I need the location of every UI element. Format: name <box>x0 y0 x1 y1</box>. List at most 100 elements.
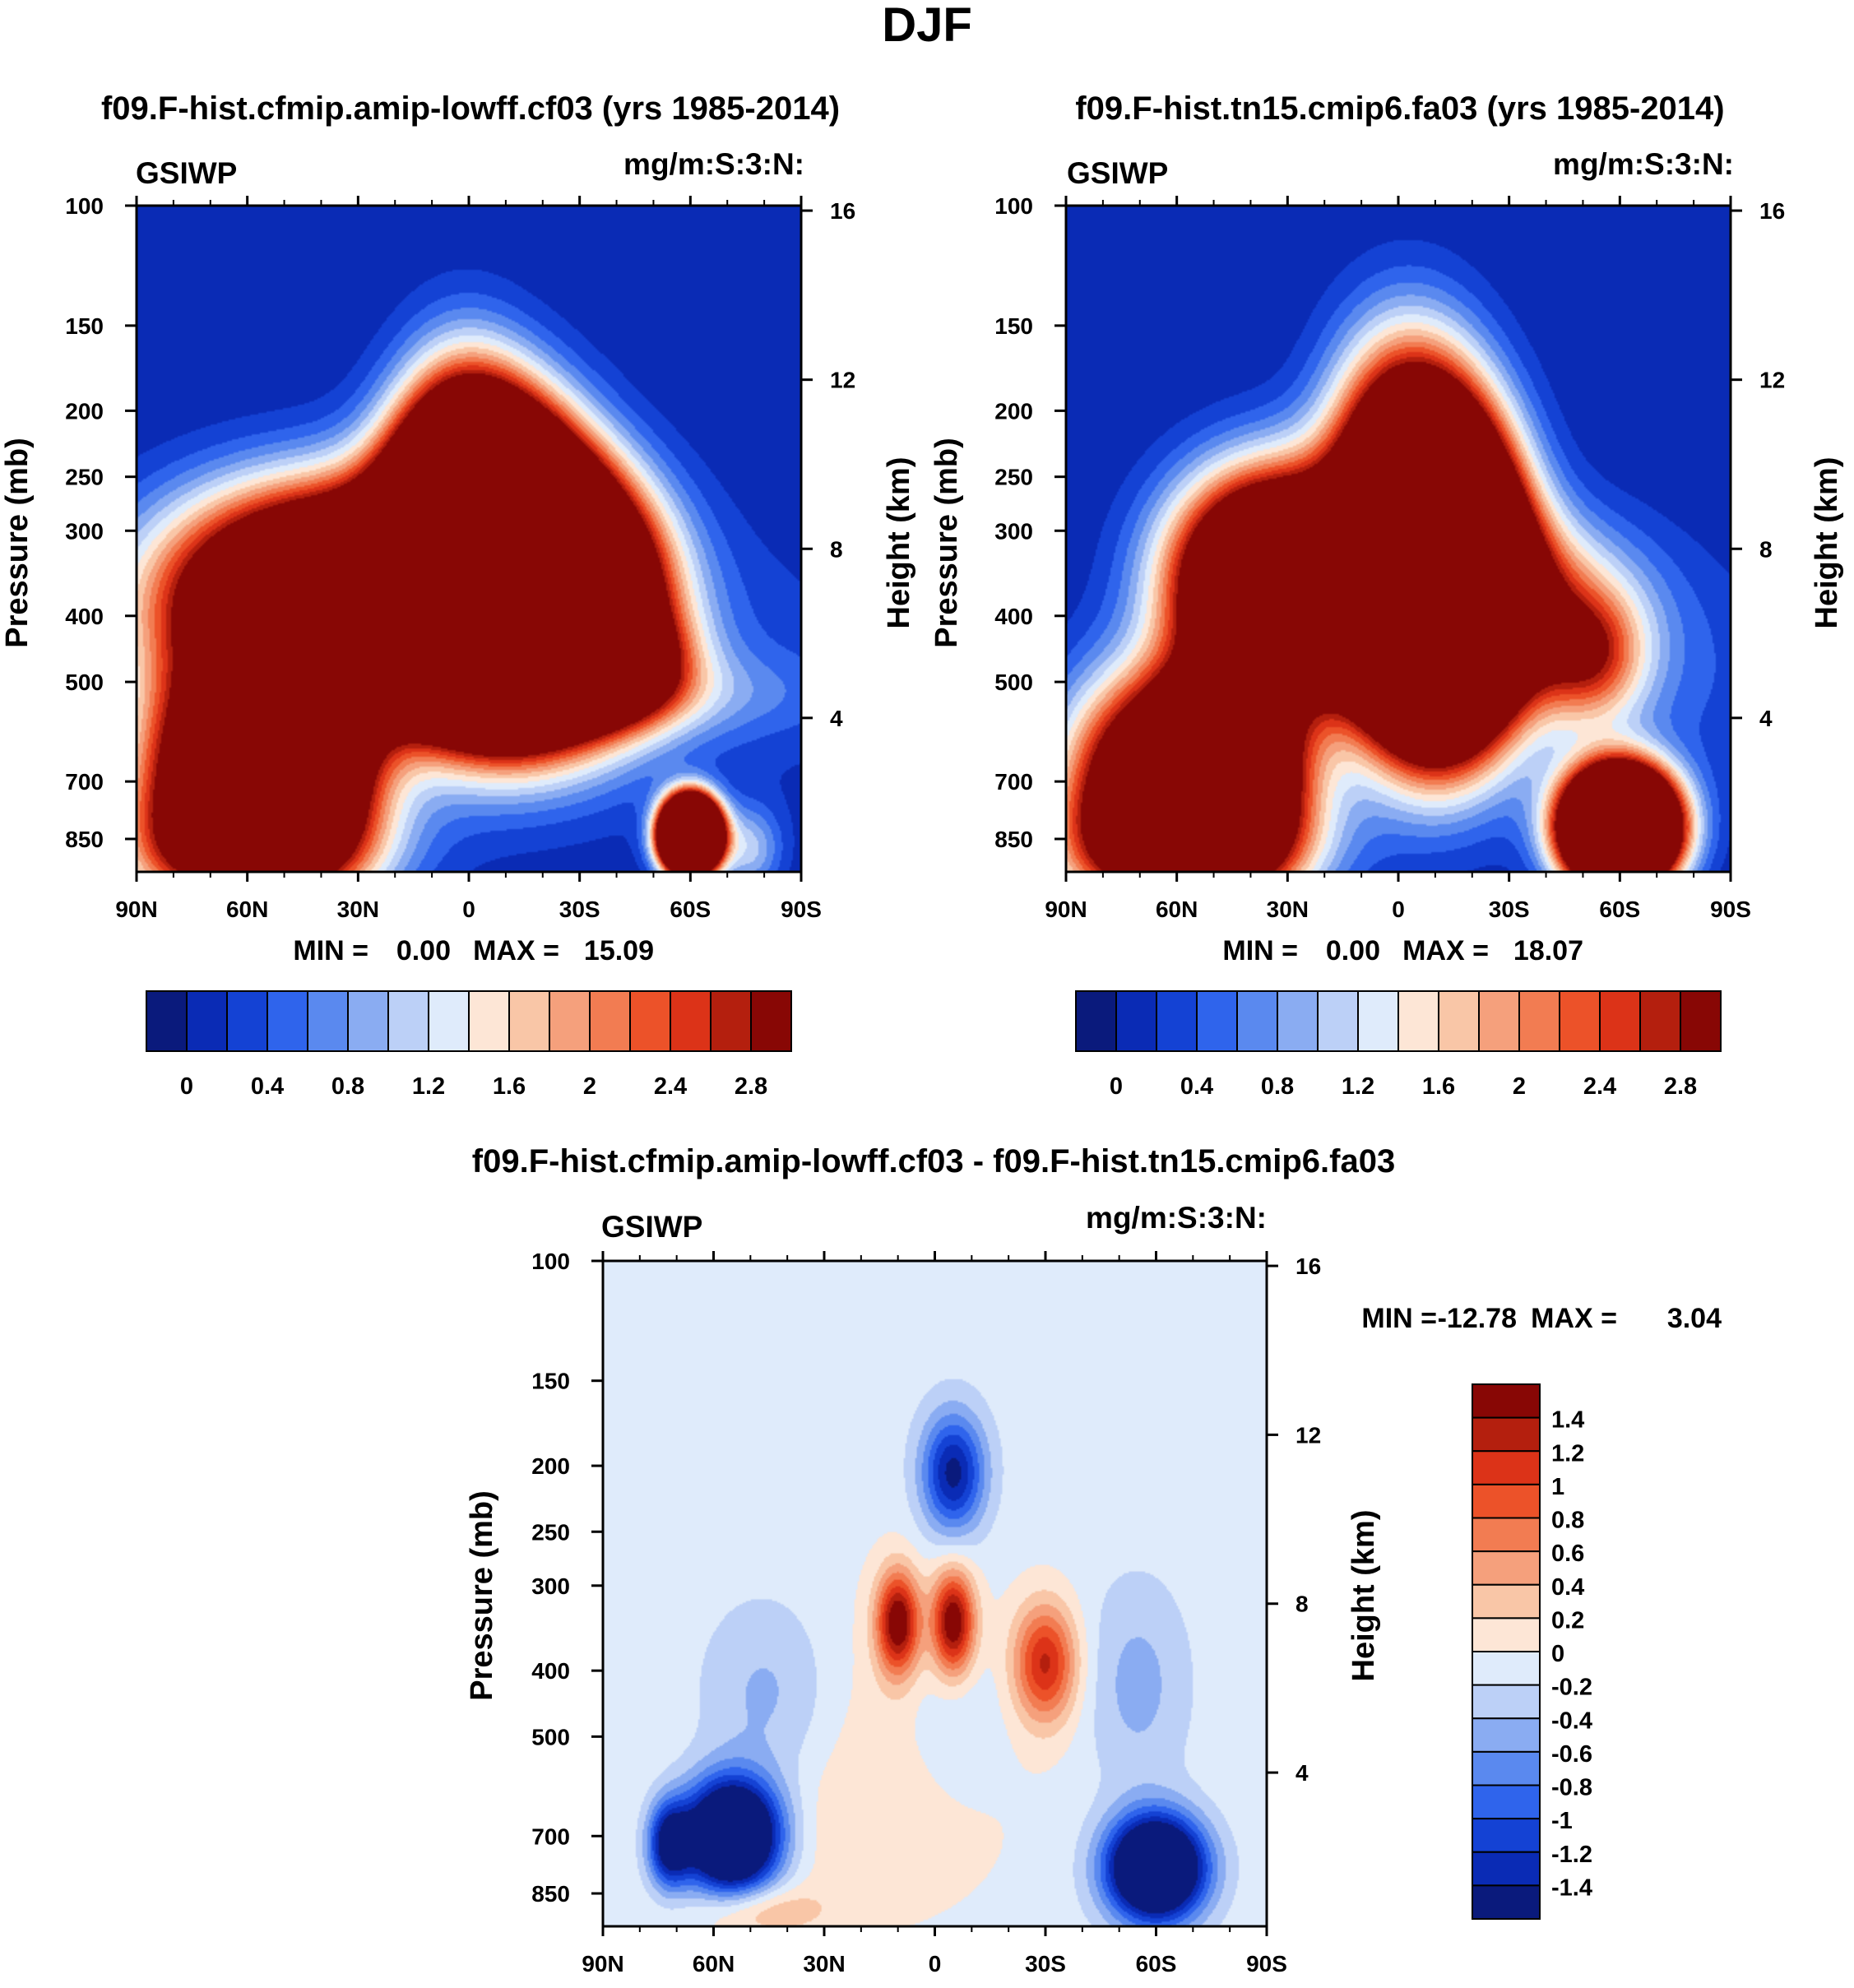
y-tick-label: 300 <box>65 518 104 544</box>
colorbar-swatch <box>1115 990 1157 1052</box>
colorbar-swatch <box>1472 1851 1541 1887</box>
x-tick-label: 0 <box>929 1951 942 1976</box>
colorbar-swatch <box>1472 1818 1541 1853</box>
y-tick-label: 250 <box>65 465 104 490</box>
x-tick-label: 30S <box>1489 897 1530 922</box>
colorbar-swatch <box>347 990 389 1052</box>
x-tick-label: 90N <box>1045 897 1087 922</box>
colorbar-swatch <box>307 990 349 1052</box>
colorbar-swatch <box>1478 990 1520 1052</box>
panel-2-min-label: MIN = <box>1222 935 1298 966</box>
colorbar-label: -1 <box>1551 1808 1573 1834</box>
x-tick-label: 30N <box>337 897 379 922</box>
colorbar-label: 0 <box>180 1073 193 1100</box>
panel-1-min-label: MIN = <box>293 935 368 966</box>
colorbar-swatch <box>1559 990 1601 1052</box>
colorbar-swatch <box>1438 990 1480 1052</box>
y-tick-label: 500 <box>65 670 104 695</box>
colorbar-swatch <box>226 990 268 1052</box>
colorbar-swatch <box>1680 990 1722 1052</box>
x-tick-label: 30S <box>1025 1951 1066 1976</box>
x-tick-label: 30S <box>559 897 600 922</box>
colorbar-label: 1.2 <box>412 1073 445 1100</box>
colorbar-swatch <box>1075 990 1117 1052</box>
x-tick-label: 0 <box>1392 897 1405 922</box>
y-tick-label: 250 <box>531 1519 570 1545</box>
colorbar-swatch <box>1472 1450 1541 1485</box>
x-tick-label: 30N <box>1267 897 1309 922</box>
colorbar-label: 1.4 <box>1551 1407 1584 1434</box>
colorbar-swatch <box>1639 990 1681 1052</box>
colorbar-swatch <box>1196 990 1238 1052</box>
y-tick-label: 700 <box>994 769 1033 795</box>
x-tick-label: 60S <box>1136 1951 1177 1976</box>
colorbar-swatch <box>428 990 470 1052</box>
colorbar-swatch <box>186 990 228 1052</box>
x-tick-label: 60S <box>1599 897 1640 922</box>
colorbar-swatch <box>1472 1684 1541 1720</box>
y2-tick-label: 12 <box>1759 368 1785 393</box>
colorbar-swatch <box>1518 990 1560 1052</box>
y2-tick-label: 12 <box>830 368 855 393</box>
colorbar-label: -0.2 <box>1551 1675 1592 1701</box>
colorbar-label: -0.6 <box>1551 1741 1592 1768</box>
x-tick-label: 60N <box>226 897 268 922</box>
y-tick-label: 400 <box>994 604 1033 629</box>
y-tick-label: 700 <box>531 1823 570 1849</box>
panel-1-max-label: MAX = <box>473 935 559 966</box>
colorbar-label: 0.4 <box>1180 1073 1213 1100</box>
colorbar-label: -0.4 <box>1551 1708 1592 1734</box>
y-tick-label: 700 <box>65 769 104 795</box>
colorbar-label: 1.2 <box>1551 1440 1584 1467</box>
y-tick-label: 850 <box>531 1881 570 1907</box>
y-tick-label: 150 <box>994 313 1033 339</box>
colorbar-label: 0.8 <box>331 1073 364 1100</box>
colorbar-swatch <box>1472 1383 1541 1419</box>
y-tick-label: 250 <box>994 465 1033 490</box>
panel-2-colorbar: 0 0.4 0.8 1.2 1.6 2 2.4 2.8 <box>1075 990 1722 1100</box>
y-tick-label: 400 <box>531 1658 570 1684</box>
panel-1-units-label: mg/m:S:3:N: <box>623 147 804 181</box>
panel-1-plot-area: 90N 60N 30N 0 30S 60S 90S 100 150 200 250 300 400 500… <box>65 193 855 922</box>
colorbar-swatch <box>1472 1750 1541 1786</box>
panel-3-min-label: MIN = <box>1361 1303 1437 1334</box>
panel-1-colorbar: 0 0.4 0.8 1.2 1.6 2 2.4 2.8 <box>146 990 792 1100</box>
panel-2-plot-frame <box>1064 204 1732 874</box>
panel-1-variable-label: GSIWP <box>136 156 237 190</box>
colorbar-label: 1.6 <box>493 1073 526 1100</box>
colorbar-swatch <box>1472 1583 1541 1620</box>
contour-field-2 <box>1066 206 1731 872</box>
panel-1-min-value: 0.00 <box>396 935 451 966</box>
y-tick-label: 850 <box>994 827 1033 852</box>
x-tick-label: 90S <box>1246 1951 1287 1976</box>
y-tick-label: 150 <box>65 313 104 339</box>
y-tick-label: 150 <box>531 1369 570 1394</box>
panel-3: f09.F-hist.cfmip.amip-lowff.cf03 - f09.F… <box>465 1143 1722 1976</box>
y2-tick-label: 12 <box>1295 1422 1321 1448</box>
colorbar-swatch <box>468 990 510 1052</box>
x-tick-label: 60N <box>1156 897 1198 922</box>
colorbar-swatch <box>1472 1884 1541 1920</box>
colorbar-swatch <box>387 990 429 1052</box>
y-tick-label: 100 <box>531 1249 570 1274</box>
panel-1-y-axis-label: Pressure (mb) <box>0 438 35 648</box>
colorbar-swatch <box>1472 1617 1541 1652</box>
colorbar-swatch <box>1472 1784 1541 1820</box>
colorbar-swatch <box>629 990 671 1052</box>
y2-tick-label: 4 <box>1295 1760 1309 1786</box>
panel-1-max-value: 15.09 <box>584 935 654 966</box>
panel-3-max-value: 3.04 <box>1667 1303 1722 1334</box>
colorbar-swatch <box>146 990 188 1052</box>
colorbar-swatch <box>670 990 711 1052</box>
panel-1: f09.F-hist.cfmip.amip-lowff.cf03 (yrs 19… <box>0 90 916 1100</box>
panel-2-y-axis-label: Pressure (mb) <box>929 438 964 648</box>
panel-3-colorbar: 1.4 1.2 1 0.8 0.6 0.4 0.2 0 -0.2 -0.4 -0.6 -0.8 -1 -1… <box>1472 1383 1592 1920</box>
panel-2-max-label: MAX = <box>1402 935 1489 966</box>
colorbar-swatch <box>1472 1651 1541 1686</box>
colorbar-swatch <box>549 990 591 1052</box>
colorbar-label: 0 <box>1110 1073 1123 1100</box>
x-tick-label: 90S <box>781 897 822 922</box>
y-tick-label: 200 <box>65 398 104 424</box>
colorbar-swatch <box>1317 990 1359 1052</box>
contour-field-1 <box>137 206 801 872</box>
